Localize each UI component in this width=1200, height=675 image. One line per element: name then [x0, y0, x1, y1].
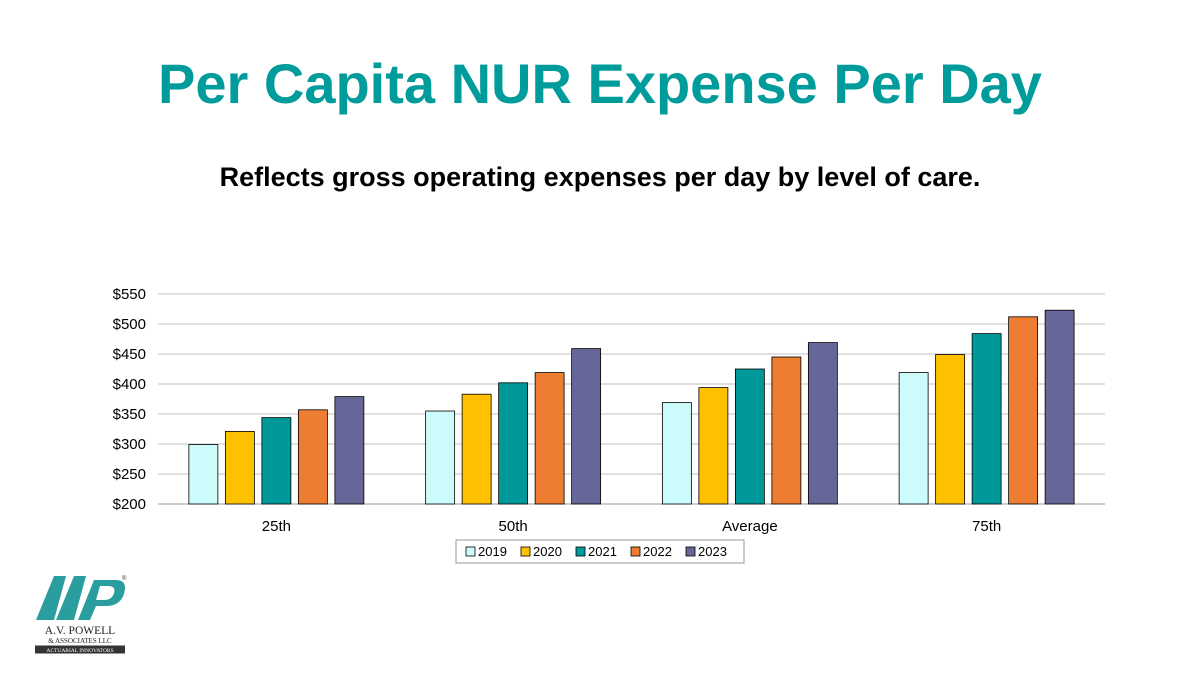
- bar: [1008, 316, 1039, 505]
- y-tick-label: $250: [113, 466, 146, 483]
- slide-subtitle: Reflects gross operating expenses per da…: [219, 162, 981, 192]
- legend-label: 2022: [643, 544, 672, 559]
- bar: [334, 396, 365, 505]
- y-tick-label: $500: [113, 316, 146, 333]
- logo-subname: & ASSOCIATES LLC: [48, 637, 112, 645]
- y-tick-label: $350: [113, 406, 146, 423]
- bar: [224, 430, 255, 505]
- bar: [571, 348, 602, 505]
- y-tick-label: $200: [113, 496, 146, 513]
- bar-chart: $200 $250 $300 $350 $400 $450 $500 $550 25th 50th…: [113, 286, 1105, 564]
- slide-title: Per Capita NUR Expense Per Day: [158, 52, 1042, 115]
- company-logo: ® A.V. POWELL & ASSOCIATES LLC ACTUARIAL…: [35, 575, 127, 654]
- logo-tagline: ACTUARIAL INNOVATORS: [46, 648, 113, 654]
- legend-label: 2020: [533, 544, 562, 559]
- bar: [261, 417, 292, 505]
- bar: [898, 372, 929, 505]
- logo-mark: ®: [36, 575, 127, 620]
- x-tick-label: 75th: [972, 518, 1001, 535]
- bar: [297, 409, 328, 505]
- legend-swatch: [685, 546, 696, 557]
- bar: [425, 410, 456, 505]
- x-tick-label: Average: [722, 518, 778, 535]
- legend-swatch: [575, 546, 586, 557]
- logo-name: A.V. POWELL: [45, 625, 115, 637]
- y-tick-label: $300: [113, 436, 146, 453]
- legend-label: 2023: [698, 544, 727, 559]
- y-tick-label: $450: [113, 346, 146, 363]
- bar: [498, 382, 529, 505]
- bar: [534, 372, 565, 505]
- bar: [771, 356, 802, 505]
- bar: [661, 402, 692, 505]
- logo-shape-left: [36, 576, 66, 620]
- logo-shape-mid: [56, 576, 86, 620]
- bar: [188, 444, 219, 505]
- bar: [935, 354, 966, 505]
- bar: [971, 333, 1002, 505]
- logo-tagline-bar: [35, 645, 125, 654]
- y-tick-label: $550: [113, 286, 146, 303]
- x-tick-label: 50th: [499, 518, 528, 535]
- svg-text:®: ®: [122, 575, 127, 582]
- legend-label: 2021: [588, 544, 617, 559]
- bar: [807, 342, 838, 505]
- y-tick-label: $400: [113, 376, 146, 393]
- legend-swatch: [520, 546, 531, 557]
- legend-label: 2019: [478, 544, 507, 559]
- bar: [1044, 309, 1075, 505]
- legend-box: [455, 539, 745, 564]
- bar: [461, 393, 492, 505]
- bar: [734, 368, 765, 505]
- legend-swatch: [465, 546, 476, 557]
- legend-swatch: [630, 546, 641, 557]
- logo-shape-p: [78, 580, 125, 620]
- x-tick-label: 25th: [262, 518, 291, 535]
- bar: [698, 387, 729, 505]
